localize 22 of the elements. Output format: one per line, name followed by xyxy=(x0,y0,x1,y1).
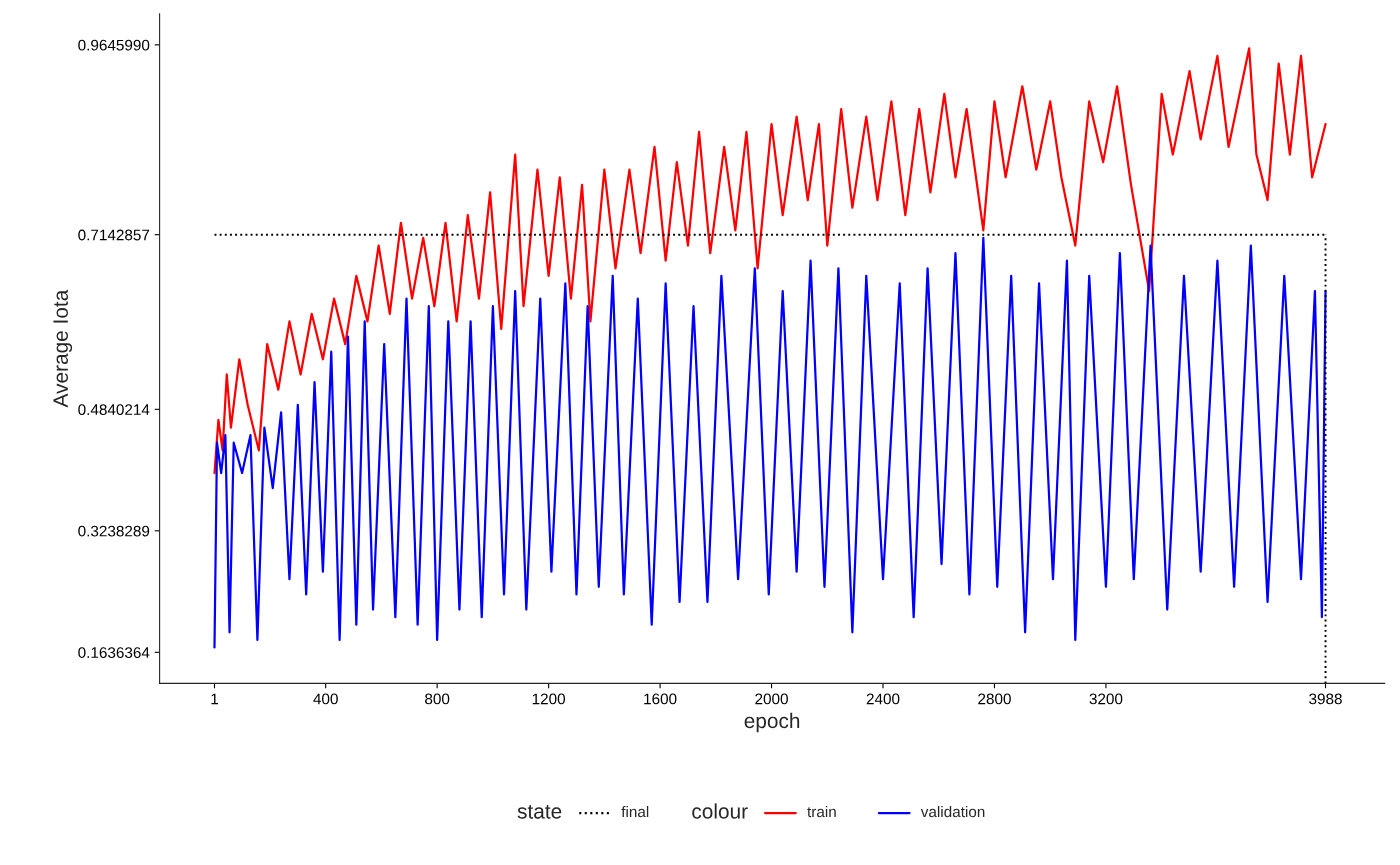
y-tick-label: 0.1636364 xyxy=(78,647,150,658)
text: state xyxy=(517,805,562,819)
x-tick-label: 2800 xyxy=(978,693,1011,705)
y-tick-label: 0.9645990 xyxy=(78,39,150,51)
y-axis-title: Average Iota xyxy=(53,289,73,408)
x-tick-label: 1200 xyxy=(532,693,566,705)
x-tick-label: 2000 xyxy=(755,693,788,705)
legend-label: validation xyxy=(920,805,985,818)
x-tick-label: 3988 xyxy=(1309,693,1342,705)
x-axis-title: epoch xyxy=(744,712,800,733)
y-tick-label: 0.7142857 xyxy=(78,229,150,241)
x-tick-label: 400 xyxy=(313,693,338,705)
legend-label: final xyxy=(621,805,649,818)
y-tick-label: 0.3238289 xyxy=(78,525,150,537)
x-tick-label: 2400 xyxy=(866,693,900,705)
x-tick-label: 3200 xyxy=(1089,693,1123,705)
y-tick-label: 0.4840214 xyxy=(78,404,150,416)
legend-label: train xyxy=(807,805,836,818)
legend-title: colour xyxy=(692,803,748,819)
x-tick-label: 800 xyxy=(425,693,450,705)
x-tick-label: 1600 xyxy=(644,693,677,705)
x-tick-label: 1 xyxy=(211,693,218,705)
